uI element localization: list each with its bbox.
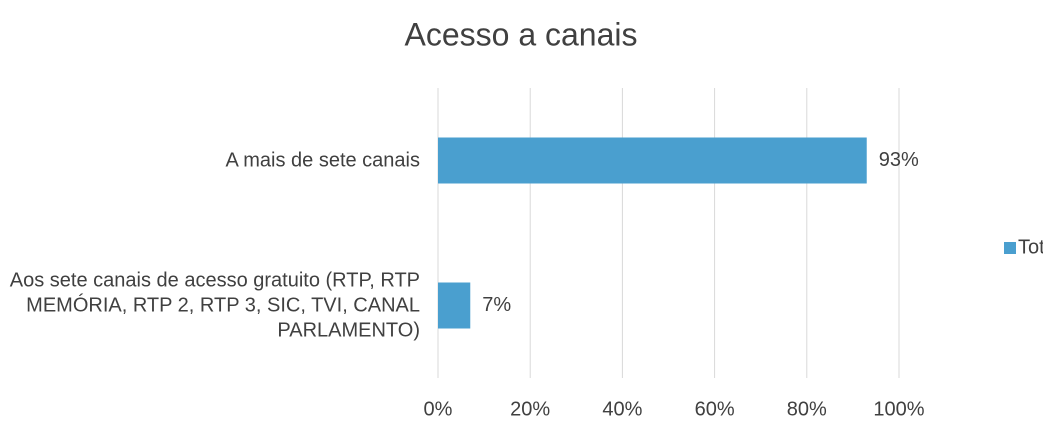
bar: [438, 137, 867, 184]
x-tick-label: 20%: [510, 398, 550, 420]
x-tick-label: 100%: [873, 398, 924, 420]
bar: [438, 282, 471, 329]
y-tick-label: A mais de sete canais: [225, 149, 420, 171]
data-label: 7%: [482, 294, 511, 316]
chart-title: Acesso a canais: [404, 16, 637, 52]
x-tick-label: 40%: [602, 398, 642, 420]
data-label: 93%: [879, 149, 919, 171]
x-tick-label: 60%: [695, 398, 735, 420]
y-tick-label: Aos sete canais de acesso gratuito (RTP,…: [9, 269, 420, 341]
legend-swatch: [1004, 242, 1016, 254]
x-tick-label: 80%: [787, 398, 827, 420]
x-tick-label: 0%: [424, 398, 453, 420]
legend-label: Total: [1018, 236, 1043, 258]
